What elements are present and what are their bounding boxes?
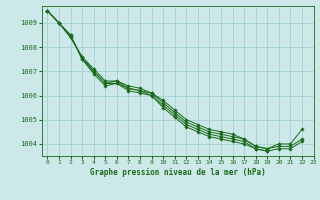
X-axis label: Graphe pression niveau de la mer (hPa): Graphe pression niveau de la mer (hPa)	[90, 168, 266, 177]
